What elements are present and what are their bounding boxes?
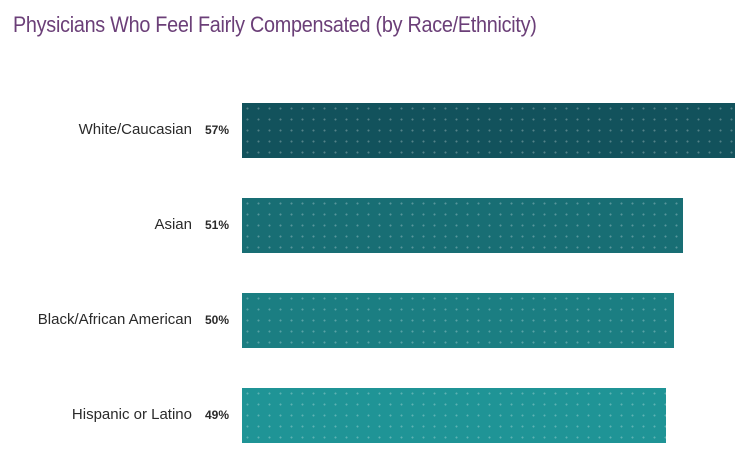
value-label: 50%	[205, 313, 230, 327]
value-label: 49%	[205, 408, 230, 422]
bar	[242, 198, 684, 253]
value-label: 51%	[205, 218, 230, 232]
bar	[242, 388, 666, 443]
bar	[242, 103, 735, 158]
category-label: White/Caucasian	[78, 121, 192, 138]
value-label: 57%	[205, 123, 230, 137]
bar	[242, 293, 675, 348]
chart-title: Physicians Who Feel Fairly Compensated (…	[13, 12, 537, 37]
category-label: Black/African American	[37, 311, 192, 328]
category-label: Hispanic or Latino	[71, 406, 192, 423]
category-label: Asian	[154, 216, 192, 233]
